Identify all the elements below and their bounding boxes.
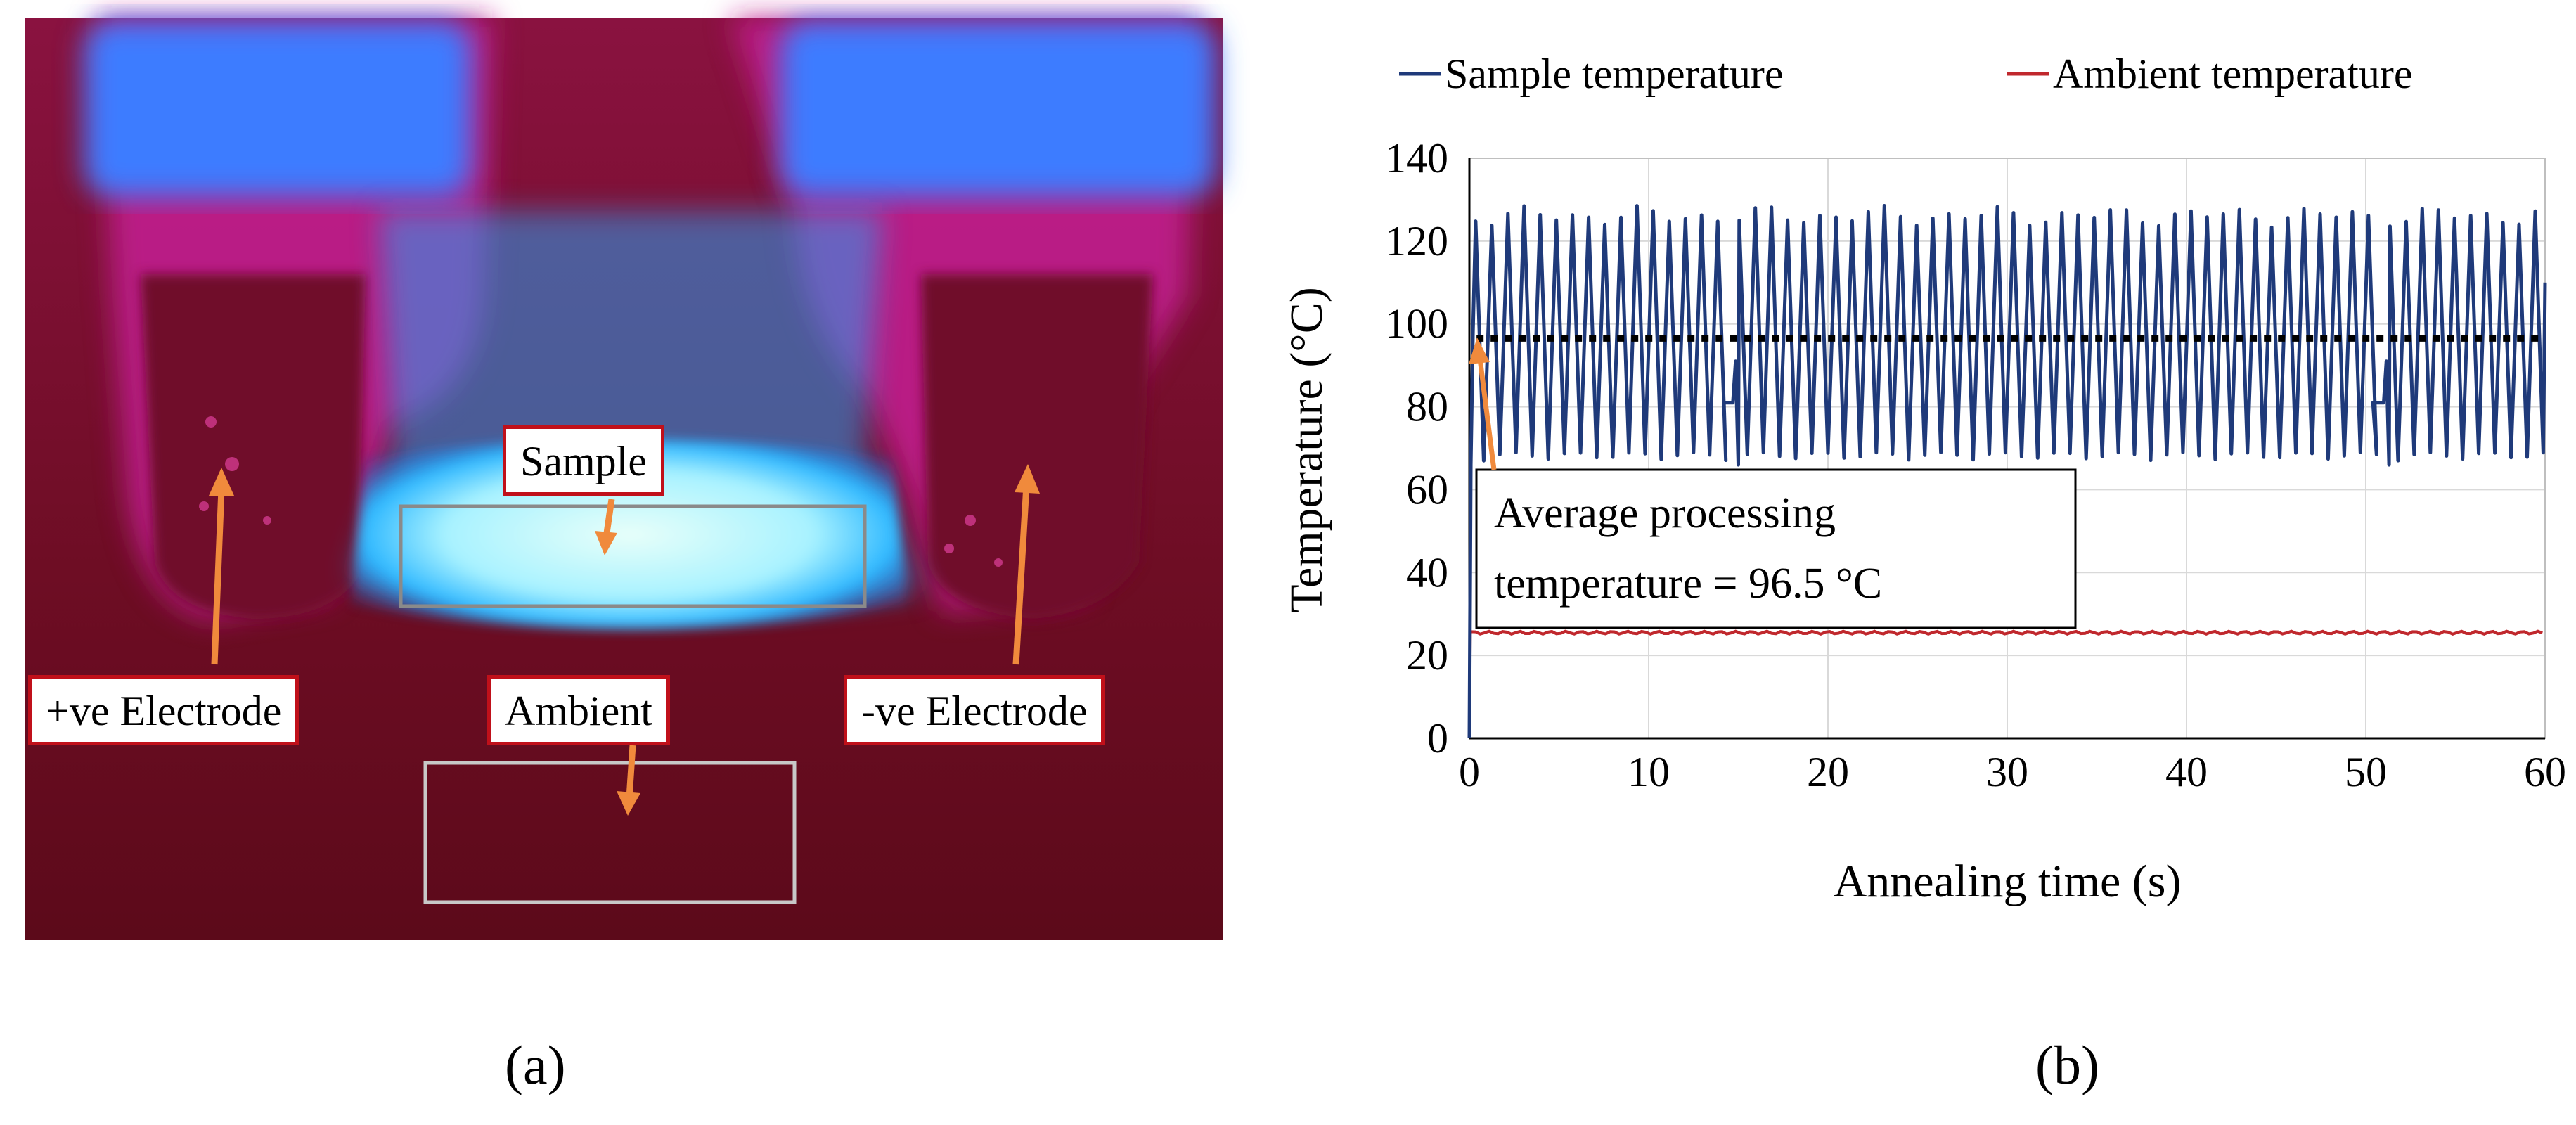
- panel-a-label: (a): [505, 1034, 566, 1095]
- negative-electrode-top: [780, 21, 1216, 197]
- ambient-callout: Ambient: [487, 675, 670, 745]
- y-tick-label: 140: [1385, 135, 1448, 181]
- chart-legend: Sample temperature Ambient temperature: [1399, 51, 2412, 97]
- sample-hot-zone: [352, 439, 907, 629]
- y-tick-label: 100: [1385, 301, 1448, 347]
- y-axis-label: Temperature (°C): [1281, 287, 1332, 612]
- x-tick-label: 10: [1628, 749, 1670, 795]
- negative-electrode-callout: -ve Electrode: [844, 675, 1105, 745]
- sample-roi-box: [399, 504, 867, 608]
- legend-sample-temperature-label: Sample temperature: [1445, 51, 1783, 97]
- series-sample-temperature: [1467, 204, 2547, 739]
- x-axis-label: Annealing time (s): [1834, 856, 2182, 907]
- chart-tick-labels: 0 10 20 30 40 50 60 0 20 40 60 80 100 120 140: [1385, 135, 2566, 795]
- annotation-line-1: Average processing: [1494, 489, 1836, 537]
- y-tick-label: 20: [1406, 632, 1448, 679]
- x-tick-label: 0: [1459, 749, 1480, 795]
- panel-b-label: (b): [2035, 1034, 2099, 1095]
- sample-callout: Sample: [503, 425, 664, 496]
- average-annotation-box: Average processing temperature = 96.5 °C: [1475, 468, 2077, 629]
- y-tick-label: 80: [1406, 384, 1448, 430]
- x-tick-label: 60: [2524, 749, 2566, 795]
- legend-ambient-temperature-label: Ambient temperature: [2053, 51, 2412, 97]
- annotation-line-2: temperature = 96.5 °C: [1494, 560, 1882, 608]
- chart-series: [1467, 204, 2547, 739]
- series-ambient-temperature: [1468, 629, 2543, 739]
- y-tick-label: 40: [1406, 549, 1448, 596]
- x-tick-label: 50: [2345, 749, 2387, 795]
- positive-electrode-top: [84, 21, 471, 197]
- ambient-roi-box: [423, 761, 797, 904]
- x-tick-label: 20: [1807, 749, 1849, 795]
- positive-electrode-callout: +ve Electrode: [28, 675, 300, 745]
- y-tick-label: 120: [1385, 218, 1448, 264]
- annotation-arrows: [209, 464, 1040, 816]
- y-tick-label: 0: [1427, 715, 1448, 761]
- annotation-arrow: [1469, 338, 1497, 470]
- y-tick-label: 60: [1406, 466, 1448, 513]
- x-tick-label: 30: [1986, 749, 2028, 795]
- x-tick-label: 40: [2165, 749, 2208, 795]
